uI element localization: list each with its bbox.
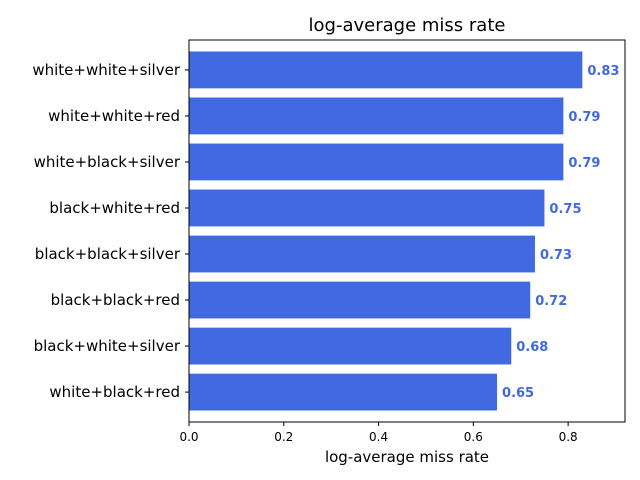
y-tick-label: black+white+silver — [34, 337, 181, 355]
bar-black+black+silver — [189, 235, 535, 273]
x-axis-label: log-average miss rate — [325, 448, 489, 466]
bar-black+white+silver — [189, 327, 512, 365]
plot-frame — [188, 39, 626, 423]
x-tick-label: 0.2 — [274, 430, 293, 444]
value-label: 0.83 — [587, 64, 619, 79]
chart-title: log-average miss rate — [309, 15, 506, 36]
y-tick-label: white+white+silver — [32, 61, 180, 79]
bar-white+white+red — [189, 97, 564, 135]
y-tick-label: black+black+red — [51, 291, 180, 309]
bars-group — [189, 51, 583, 411]
value-label: 0.79 — [568, 156, 600, 171]
y-tick-label: black+white+red — [49, 199, 180, 217]
bar-black+black+red — [189, 281, 531, 319]
x-tick-label: 0.8 — [559, 430, 578, 444]
value-label: 0.73 — [540, 248, 572, 263]
value-label: 0.75 — [549, 202, 581, 217]
y-tick-label: white+black+silver — [34, 153, 181, 171]
value-label: 0.65 — [502, 386, 534, 401]
value-label: 0.79 — [568, 110, 600, 125]
bar-white+black+red — [189, 373, 498, 411]
y-tick-label: white+black+red — [49, 383, 180, 401]
bar-white+white+silver — [189, 51, 583, 89]
x-tick-label: 0.6 — [464, 430, 483, 444]
value-labels-group: 0.83 0.79 0.79 0.75 0.73 0.72 0.68 0.65 — [502, 64, 619, 401]
x-ticks-group: 0.0 0.2 0.4 0.6 0.8 — [179, 422, 578, 444]
bar-black+white+red — [189, 189, 545, 227]
value-label: 0.72 — [535, 294, 567, 309]
y-tick-label: black+black+silver — [35, 245, 181, 263]
y-tick-label: white+white+red — [48, 107, 180, 125]
category-labels-group: white+white+silver white+white+red white+b… — [32, 61, 189, 401]
value-label: 0.68 — [516, 340, 548, 355]
bar-white+black+silver — [189, 143, 564, 181]
x-tick-label: 0.0 — [179, 430, 198, 444]
x-tick-label: 0.4 — [369, 430, 388, 444]
